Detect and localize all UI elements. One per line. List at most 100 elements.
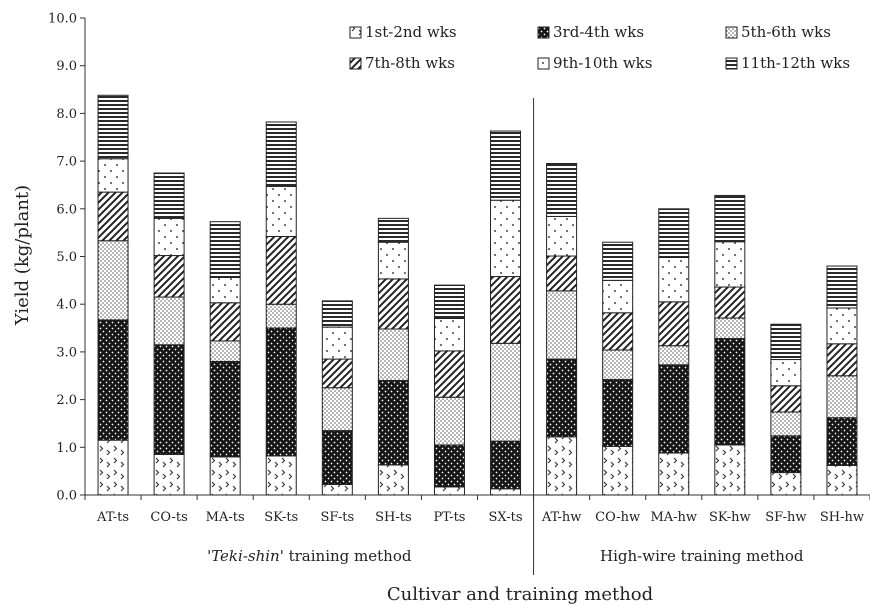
bar-segment-sf-hw-s5 — [770, 359, 802, 387]
legend-item-5: 9th-10th wks — [537, 54, 652, 72]
bar-stack-co-ts — [153, 172, 185, 496]
bar-segment-sf-ts-s3 — [321, 387, 353, 432]
bar-segment-sk-hw-s1 — [714, 444, 746, 496]
bar-stack-sk-hw — [714, 194, 746, 496]
bar-segment-ma-hw-s4 — [658, 301, 690, 347]
x-tick-label: AT-ts — [96, 510, 129, 525]
bar-segment-pt-ts-s6 — [433, 284, 465, 320]
y-tick-label: 9.0 — [56, 59, 77, 74]
y-tick-label: 7.0 — [56, 155, 77, 170]
y-axis: 0.0 1.0 2.0 3.0 4.0 5.0 6.0 7.0 8.0 9.0 10.0 — [48, 12, 86, 504]
bar-segment-at-hw-s3 — [546, 290, 578, 360]
x-tick-label: SH-ts — [375, 510, 412, 525]
legend-item-6: 11th-12th wks — [725, 54, 850, 72]
x-axis — [84, 494, 870, 500]
bar-segment-at-ts-s6 — [97, 94, 129, 160]
y-axis-title: Yield (kg/plant) — [12, 185, 33, 326]
bar-segment-ma-hw-s3 — [658, 345, 690, 366]
bar-segment-sk-ts-s3 — [265, 303, 297, 329]
x-tick-label: PT-ts — [433, 510, 465, 525]
bar-segment-sf-ts-s1 — [321, 484, 353, 496]
bar-segment-sf-hw-s4 — [770, 385, 802, 413]
bar-segment-at-ts-s4 — [97, 191, 129, 242]
bar-segment-sh-ts-s5 — [377, 241, 409, 280]
bar-segment-sx-ts-s3 — [490, 342, 522, 442]
bar-segment-sf-ts-s5 — [321, 326, 353, 360]
bar-stack-sf-ts — [321, 300, 353, 496]
bar-segment-pt-ts-s2 — [433, 444, 465, 488]
x-tick-label: SF-hw — [765, 510, 806, 525]
bar-segment-ma-ts-s1 — [209, 456, 241, 496]
y-tick-label: 4.0 — [56, 298, 77, 313]
bar-segment-co-hw-s4 — [602, 312, 634, 351]
legend-swatch — [725, 57, 738, 70]
bar-stack-sf-hw — [770, 323, 802, 496]
bar-stack-pt-ts — [433, 284, 465, 496]
bar-stack-ma-hw — [658, 208, 690, 496]
y-tick-label: 2.0 — [56, 393, 77, 408]
bar-segment-at-hw-s4 — [546, 255, 578, 292]
bar-segment-co-ts-s3 — [153, 296, 185, 346]
legend-swatch — [537, 57, 550, 70]
legend-swatch — [349, 57, 362, 70]
legend-label: 1st-2nd wks — [365, 23, 457, 41]
bar-stack-sh-ts — [377, 217, 409, 496]
bar-segment-sf-hw-s6 — [770, 323, 802, 361]
bar-stack-at-hw — [546, 162, 578, 496]
x-tick-label: CO-ts — [150, 510, 187, 525]
bar-segment-sk-ts-s5 — [265, 185, 297, 237]
bar-segment-at-ts-s1 — [97, 439, 129, 496]
bar-segment-co-hw-s6 — [602, 241, 634, 281]
x-axis-title: Cultivar and training method — [387, 584, 653, 605]
bar-segment-co-ts-s2 — [153, 344, 185, 455]
bar-segment-pt-ts-s1 — [433, 486, 465, 496]
bar-segment-sh-hw-s1 — [826, 464, 858, 496]
y-tick-label: 0.0 — [56, 489, 77, 504]
bar-segment-sh-ts-s2 — [377, 380, 409, 466]
bar-segment-co-hw-s3 — [602, 349, 634, 381]
bar-segment-at-ts-s2 — [97, 319, 129, 441]
x-tick-label: MA-ts — [206, 510, 245, 525]
x-tick-labels: AT-ts CO-ts MA-ts SK-ts SF-ts SH-ts PT-ts SX-ts… — [96, 510, 864, 525]
bar-segment-co-ts-s1 — [153, 453, 185, 496]
bar-segment-sk-hw-s5 — [714, 241, 746, 288]
bar-segment-ma-ts-s4 — [209, 302, 241, 342]
bar-segment-sh-ts-s1 — [377, 464, 409, 496]
legend: 1st-2nd wks 3rd-4th wks 5th-6th wks 7th-8th… — [349, 23, 850, 72]
bar-segment-co-hw-s1 — [602, 445, 634, 496]
bar-segment-sh-hw-s4 — [826, 343, 858, 377]
legend-item-4: 7th-8th wks — [349, 54, 455, 72]
x-tick-label: CO-hw — [595, 510, 640, 525]
bar-segment-ma-ts-s5 — [209, 276, 241, 304]
bar-segment-sk-hw-s4 — [714, 286, 746, 319]
legend-item-3: 5th-6th wks — [725, 23, 831, 41]
bar-segment-co-ts-s5 — [153, 217, 185, 257]
bar-segment-co-hw-s2 — [602, 379, 634, 447]
bar-segment-ma-ts-s6 — [209, 221, 241, 278]
bar-segment-ma-ts-s2 — [209, 360, 241, 458]
group-label-2: High-wire training method — [600, 547, 804, 565]
bar-segment-sf-hw-s1 — [770, 472, 802, 496]
bar-segment-at-ts-s3 — [97, 240, 129, 321]
bar-segment-sk-hw-s3 — [714, 317, 746, 340]
x-tick-label: SK-ts — [264, 510, 298, 525]
bar-segment-sk-ts-s2 — [265, 327, 297, 457]
bars — [97, 94, 858, 496]
group-label-italic: 'Teki-shin' — [207, 547, 284, 565]
bar-segment-ma-hw-s2 — [658, 364, 690, 454]
legend-item-1: 1st-2nd wks — [349, 23, 457, 41]
group-label-text: High-wire training method — [600, 547, 804, 565]
x-tick-label: MA-hw — [650, 510, 697, 525]
bar-segment-ma-hw-s6 — [658, 208, 690, 258]
plot-area: 0.0 1.0 2.0 3.0 4.0 5.0 6.0 7.0 8.0 9.0 10.0 AT-ts… — [48, 12, 870, 575]
y-tick-label: 8.0 — [56, 107, 77, 122]
bar-segment-sf-hw-s2 — [770, 435, 802, 474]
bar-segment-sh-ts-s6 — [377, 217, 409, 243]
legend-item-2: 3rd-4th wks — [537, 23, 644, 41]
group-labels: 'Teki-shin' training method High-wire tra… — [207, 98, 804, 575]
bar-segment-sk-ts-s1 — [265, 455, 297, 496]
bar-segment-sk-hw-s6 — [714, 194, 746, 243]
legend-label: 3rd-4th wks — [553, 23, 644, 41]
y-tick-label: 10.0 — [48, 12, 77, 27]
legend-label: 7th-8th wks — [365, 54, 455, 72]
